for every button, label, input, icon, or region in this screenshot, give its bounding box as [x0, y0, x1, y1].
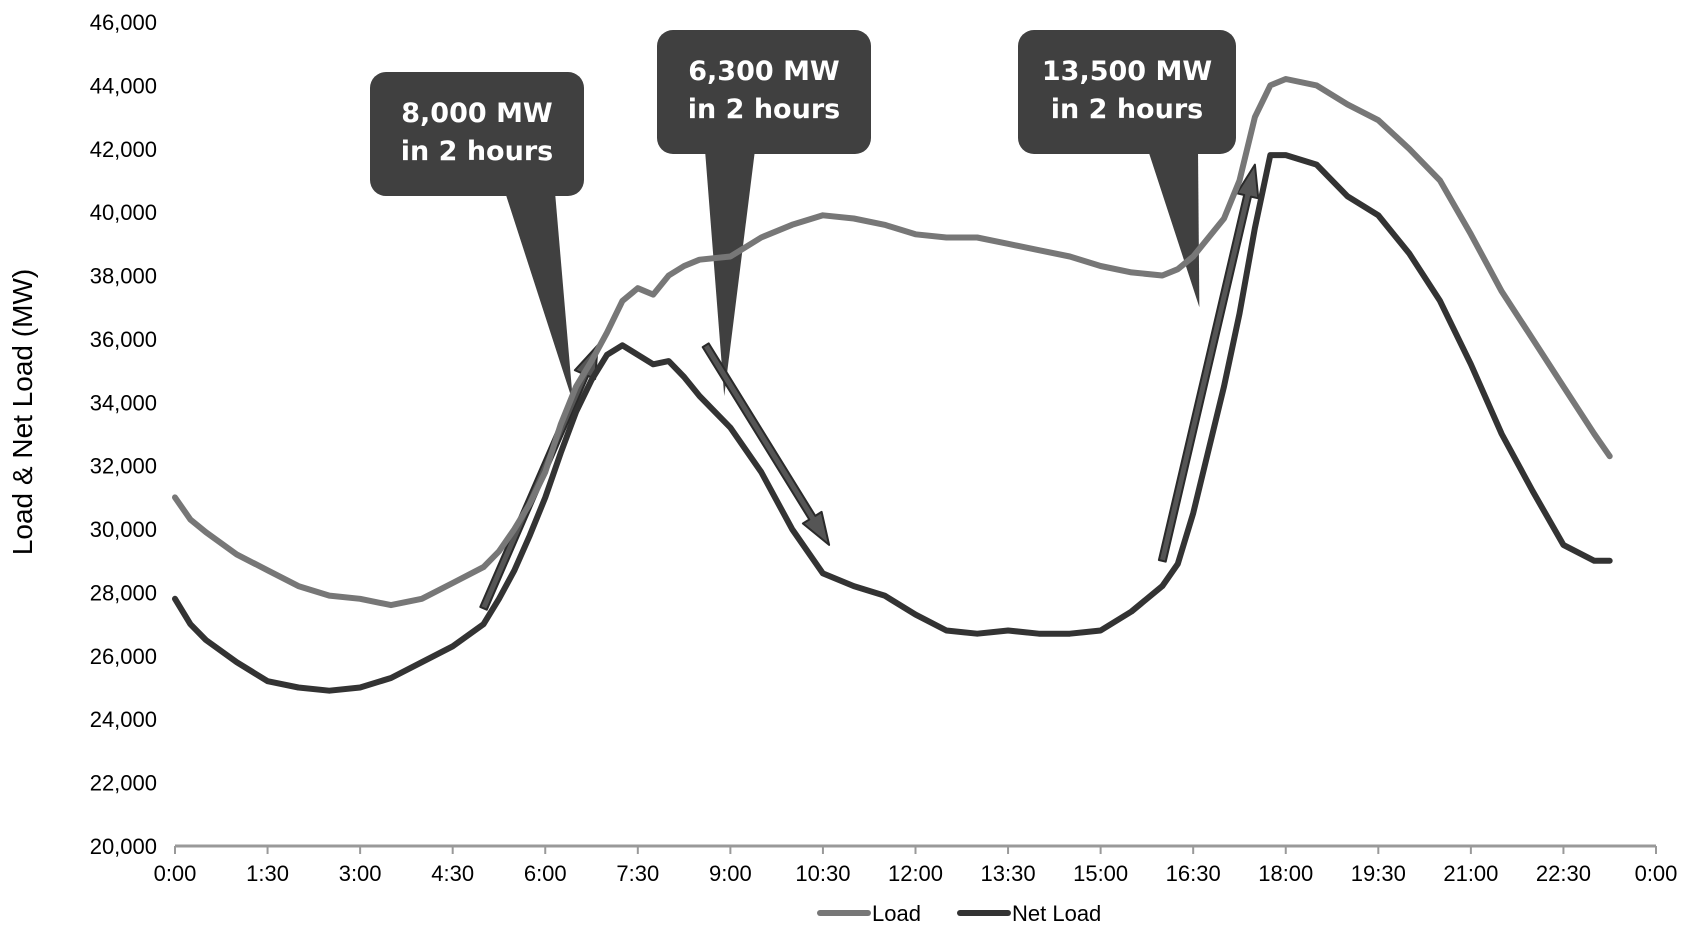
- y-tick-label: 20,000: [90, 834, 157, 859]
- x-tick-label: 6:00: [524, 861, 567, 886]
- legend-item: Load: [817, 901, 921, 926]
- x-tick-label: 22:30: [1536, 861, 1591, 886]
- y-tick-label: 44,000: [90, 73, 157, 98]
- y-tick-label: 34,000: [90, 390, 157, 415]
- callout-line2: in 2 hours: [1051, 94, 1203, 125]
- ramp-arrow-3: [1157, 163, 1260, 563]
- legend-label: Load: [872, 901, 921, 926]
- x-tick-label: 9:00: [709, 861, 752, 886]
- x-tick-label: 0:00: [154, 861, 197, 886]
- ramp-arrows: [479, 163, 1260, 611]
- series-line-load: [172, 76, 1613, 609]
- callout-1: 8,000 MW in 2 hours: [370, 72, 584, 403]
- y-tick-label: 38,000: [90, 264, 157, 289]
- y-tick-label: 24,000: [90, 707, 157, 732]
- callout-line2: in 2 hours: [688, 94, 840, 125]
- x-tick-label: 4:30: [431, 861, 474, 886]
- y-tick-label: 36,000: [90, 327, 157, 352]
- callout-line2: in 2 hours: [401, 136, 553, 167]
- x-tick-label: 21:00: [1443, 861, 1498, 886]
- ramp-arrow-2: [701, 342, 831, 546]
- axes: [174, 844, 1657, 854]
- y-tick-label: 40,000: [90, 200, 157, 225]
- callout-box: [1018, 30, 1236, 154]
- y-tick-label: 42,000: [90, 137, 157, 162]
- series-lines: [172, 76, 1613, 694]
- legend-item: Net Load: [957, 901, 1101, 926]
- series-line-net-load: [172, 152, 1613, 694]
- callout-box: [657, 30, 871, 154]
- x-tick-label: 0:00: [1635, 861, 1678, 886]
- x-tick-label: 13:30: [981, 861, 1036, 886]
- y-tick-label: 32,000: [90, 454, 157, 479]
- x-tick-label: 15:00: [1073, 861, 1128, 886]
- y-tick-label: 46,000: [90, 10, 157, 35]
- callout-pointer: [705, 150, 755, 396]
- x-tick-label: 19:30: [1351, 861, 1406, 886]
- y-tick-label: 22,000: [90, 771, 157, 796]
- x-tick-label: 1:30: [246, 861, 289, 886]
- x-tick-labels: 0:00 1:30 3:00 4:30 6:00 7:30 9:00 10:30 12:00 13…: [154, 861, 1678, 886]
- x-tick-label: 16:30: [1166, 861, 1221, 886]
- x-tick-label: 10:30: [795, 861, 850, 886]
- y-axis-label: Load & Net Load (MW): [7, 269, 38, 555]
- legend: Load Net Load: [817, 901, 1101, 926]
- callout-2: 6,300 MW in 2 hours: [657, 30, 871, 396]
- x-tick-label: 7:30: [616, 861, 659, 886]
- callout-line1: 6,300 MW: [688, 56, 839, 87]
- y-tick-label: 28,000: [90, 580, 157, 605]
- callout-pointer: [1148, 150, 1200, 308]
- callout-pointer: [505, 192, 574, 403]
- x-tick-label: 18:00: [1258, 861, 1313, 886]
- callout-line1: 8,000 MW: [401, 98, 552, 129]
- x-tick-label: 3:00: [339, 861, 382, 886]
- callout-box: [370, 72, 584, 196]
- y-tick-label: 30,000: [90, 517, 157, 542]
- x-tick-label: 12:00: [888, 861, 943, 886]
- y-tick-label: 26,000: [90, 644, 157, 669]
- callout-line1: 13,500 MW: [1042, 56, 1212, 87]
- y-tick-labels: 20,000 22,000 24,000 26,000 28,000 30,000 32,0…: [90, 10, 157, 859]
- legend-label: Net Load: [1012, 901, 1101, 926]
- callout-3: 13,500 MW in 2 hours: [1018, 30, 1236, 308]
